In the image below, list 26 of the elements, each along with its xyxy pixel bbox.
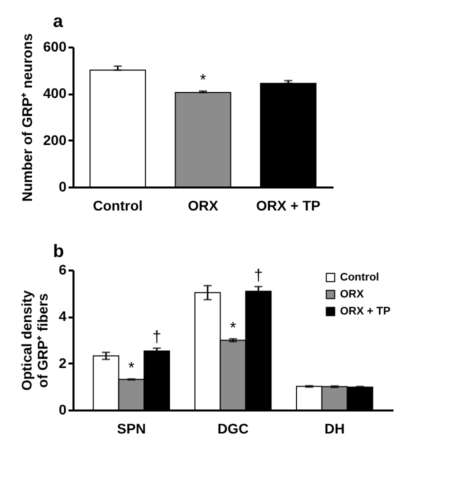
x-tick-label: ORX + TP: [256, 198, 320, 214]
x-tick-label: SPN: [117, 420, 146, 436]
x-tick-label: ORX: [188, 198, 219, 214]
annotation: †: [152, 329, 162, 346]
legend-label: Control: [340, 272, 380, 284]
x-tick-label: Control: [92, 198, 143, 214]
annotation: †: [254, 268, 263, 285]
annotation: *: [128, 360, 135, 377]
chart-title: a: [53, 10, 64, 31]
y-axis-title: Number of GRP⁺ neurons: [19, 33, 36, 202]
y-tick-label: 400: [43, 85, 67, 102]
y-tick-label: 600: [43, 38, 67, 54]
x-tick-label: DH: [324, 420, 345, 436]
annotation: *: [200, 72, 206, 90]
chart-title: b: [53, 241, 64, 261]
legend-label: ORX + TP: [340, 306, 390, 318]
y-tick-label: 2: [58, 354, 67, 371]
y-tick-label: 200: [43, 132, 67, 148]
legend-label: ORX: [340, 288, 364, 300]
x-tick-label: DGC: [217, 420, 249, 436]
y-tick-label: 4: [58, 308, 67, 324]
y-tick-label: 0: [58, 402, 67, 418]
y-axis-title: Optical density of GRP⁺ fibers: [18, 290, 51, 391]
annotation: *: [230, 320, 236, 337]
y-tick-label: 6: [58, 262, 67, 278]
y-tick-label: 0: [58, 178, 67, 194]
